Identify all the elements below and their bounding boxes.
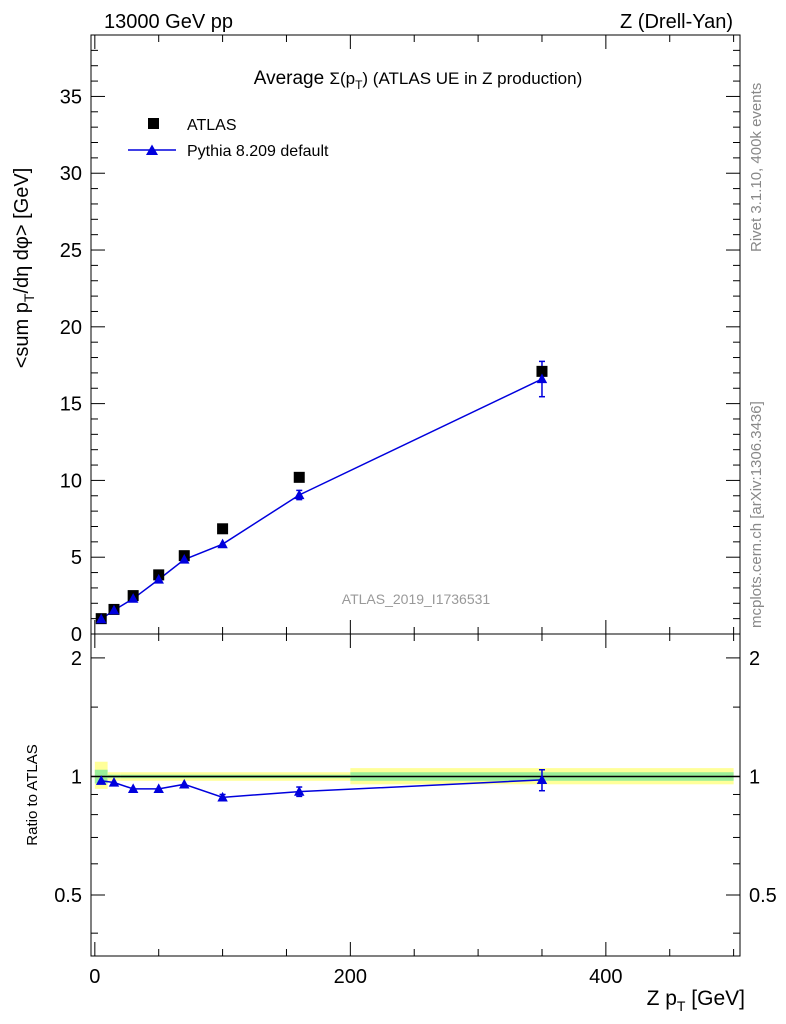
chart-title-post: ) (ATLAS UE in Z production) — [362, 69, 582, 88]
mc-data-point — [294, 489, 305, 500]
rivet-label: Rivet 3.1.10, 400k events — [748, 83, 765, 252]
ratio-data-point — [294, 786, 305, 796]
main-ytick-label: 15 — [60, 394, 82, 416]
ratio-data-point — [217, 791, 228, 802]
main-ytick-label: 5 — [71, 547, 82, 569]
ratio-ylabel: Ratio to ATLAS — [24, 744, 41, 845]
chart-title-pre: Average — [254, 68, 330, 89]
ratio-axis-ticks: 0.5 0.5 1 1 2 2 0 200 400 — [54, 634, 777, 988]
mc-data-point — [217, 538, 228, 549]
mc-data-point — [153, 573, 164, 584]
main-ylabel: <sum pT/dη dφ> [GeV] — [11, 168, 37, 369]
atlas-data-point — [293, 471, 305, 483]
x-axis-label: Z pT [GeV] — [647, 987, 745, 1014]
legend-atlas-label: ATLAS — [187, 117, 237, 134]
mc-data-point — [108, 604, 120, 615]
ratio-panel: 0.5 0.5 1 1 2 2 0 200 400 Ratio to ATLAS Z pT [G… — [24, 633, 777, 1014]
main-ytick-label: 10 — [60, 470, 82, 492]
main-ytick-label: 35 — [60, 86, 82, 108]
ratio-ytick-label-right: 0.5 — [749, 885, 777, 907]
main-ytick-label: 25 — [60, 240, 82, 262]
main-series-lines — [100, 360, 545, 620]
ratio-frame — [90, 633, 741, 957]
main-ylabel-post: /dη dφ> [GeV] — [11, 168, 33, 294]
mc-data-point — [127, 593, 139, 603]
main-axis-ticks: 0 5 10 15 20 25 30 35 — [60, 34, 740, 646]
ratio-data-point — [536, 774, 548, 785]
legend-pythia-label: Pythia 8.209 default — [187, 143, 329, 160]
legend-pythia-marker — [146, 144, 158, 155]
ratio-data-point — [179, 778, 190, 789]
main-ytick-label: 0 — [71, 624, 82, 646]
ratio-ytick-label: 2 — [71, 648, 82, 670]
atlas-data-point — [536, 365, 548, 377]
chart-title-sigma: Σ(p — [329, 69, 355, 88]
mcplots-label: mcplots.cern.ch [arXiv:1306.3436] — [748, 401, 765, 628]
ratio-markers — [95, 774, 548, 802]
main-markers — [95, 365, 548, 625]
analysis-watermark: ATLAS_2019_I1736531 — [342, 591, 491, 607]
mc-data-point — [95, 613, 107, 624]
header-right: Z (Drell-Yan) — [620, 11, 733, 33]
ratio-ytick-label: 1 — [71, 766, 82, 788]
chart-title: Average Σ(pT) (ATLAS UE in Z production) — [254, 68, 583, 92]
x-axis-label-sub: T — [677, 998, 686, 1014]
ratio-series-line — [101, 779, 543, 799]
x-axis-label-pre: Z p — [647, 987, 677, 1010]
atlas-data-point — [217, 523, 229, 535]
ratio-data-point — [108, 777, 120, 787]
ratio-uncertainty-bands — [94, 761, 734, 789]
header-left: 13000 GeV pp — [104, 11, 233, 33]
xtick-label: 200 — [334, 966, 367, 988]
mc-series-line — [100, 378, 543, 620]
mc-data-point — [536, 373, 548, 384]
ratio-data-point — [95, 775, 107, 785]
ratio-data-point — [153, 783, 164, 793]
main-ytick-label: 30 — [60, 163, 82, 185]
x-axis-label-post: [GeV] — [685, 987, 745, 1010]
xtick-label: 0 — [89, 966, 100, 988]
main-ylabel-pre: <sum p — [11, 302, 33, 368]
ratio-data-point — [127, 783, 139, 793]
ratio-ytick-label-right: 2 — [749, 648, 760, 670]
legend-atlas-marker — [148, 118, 159, 129]
ratio-ytick-label: 0.5 — [54, 885, 82, 907]
legend: ATLAS Pythia 8.209 default — [128, 117, 329, 160]
ratio-ytick-label-right: 1 — [749, 766, 760, 788]
main-ytick-label: 20 — [60, 317, 82, 339]
mc-data-point — [179, 554, 190, 564]
chart-title-sub: T — [355, 78, 363, 92]
main-ylabel-sub: T — [21, 293, 37, 302]
xtick-label: 400 — [589, 966, 622, 988]
